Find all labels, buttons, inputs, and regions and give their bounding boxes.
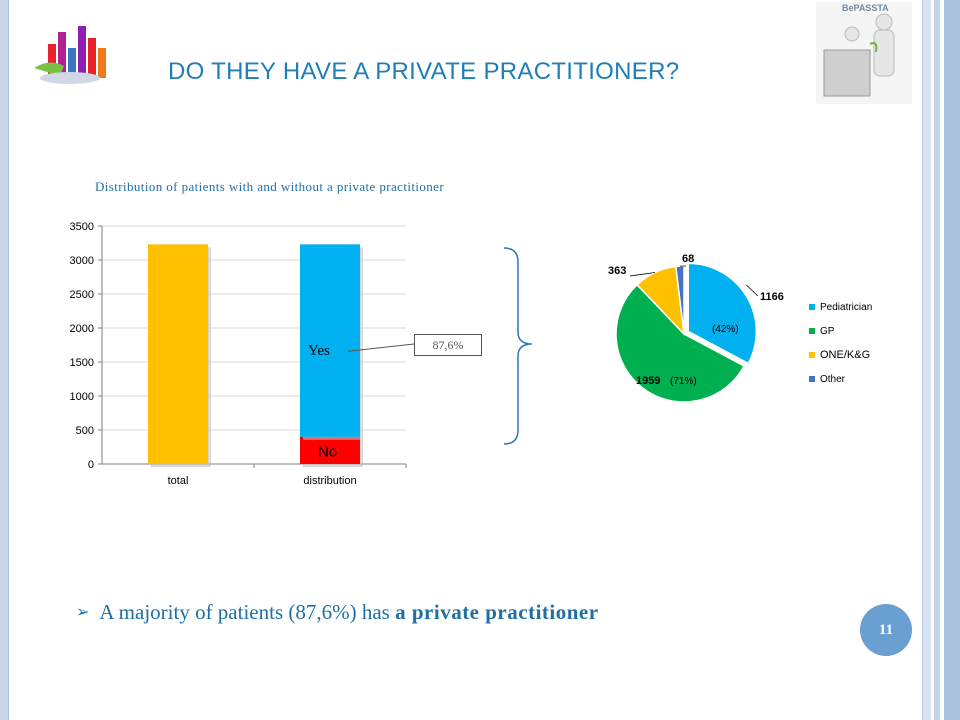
bar-chart: 0 500 1000 1500 2000 2500 3000 3500 total distrib… [70, 221, 415, 487]
bar-chart-caption: Distribution of patients with and withou… [95, 179, 445, 194]
arrow-bullet-icon: ➢ [76, 602, 90, 621]
y-tick-label: 2500 [70, 289, 94, 301]
no-bar [300, 436, 360, 464]
percent-callout: 87,6% [414, 334, 482, 356]
slice-value-label: 1959 [636, 375, 660, 387]
page-number: 11 [860, 604, 912, 656]
pie-slice [615, 283, 746, 403]
logo-text: BePASSTA [842, 3, 889, 13]
slice-percent-label: (71%) [670, 376, 697, 387]
legend-swatch [809, 352, 815, 358]
y-tick-label: 500 [76, 425, 94, 437]
doctor-logo-icon: BePASSTA [816, 2, 912, 104]
no-label: No [318, 443, 337, 460]
yes-bar [300, 244, 360, 437]
key-finding-bullet: ➢ A majority of patients (87,6%) has a pr… [76, 600, 599, 625]
chart-logo-icon [34, 26, 106, 84]
slice-value-label: 68 [682, 253, 694, 265]
bracket-icon [503, 247, 533, 445]
y-tick-label: 2000 [70, 323, 94, 335]
slide-title: DO THEY HAVE A PRIVATE PRACTITIONER? [168, 58, 680, 85]
y-tick-label: 0 [88, 459, 94, 471]
bullet-bold-text: a private practitioner [395, 600, 599, 624]
slice-percent-label: (42%) [712, 324, 739, 335]
y-tick-label: 1000 [70, 391, 94, 403]
legend-swatch [809, 376, 815, 382]
y-tick-label: 1500 [70, 357, 94, 369]
yes-label: Yes [308, 343, 330, 359]
total-bar [148, 244, 208, 464]
slide-frame-right [922, 0, 960, 720]
legend-label: Pediatrician [820, 302, 872, 313]
x-tick-label: distribution [303, 475, 356, 487]
slice-value-label: 1166 [760, 291, 784, 303]
leader-line [629, 272, 656, 277]
slide-frame-left [0, 0, 9, 720]
bullet-text: A majority of patients (87,6%) has [99, 600, 396, 624]
legend-label: ONE/K&G [820, 349, 870, 361]
pie-chart: 1166 (42%) 1959 (71%) 363 68 Pediatrician GP ONE… [608, 253, 872, 403]
callout-leader [347, 343, 415, 352]
leader-line [746, 284, 759, 297]
legend-label: Other [820, 374, 846, 385]
y-tick-label: 3500 [70, 221, 94, 233]
y-tick-label: 3000 [70, 255, 94, 267]
pie-slice [687, 262, 758, 365]
slice-value-label: 363 [608, 265, 626, 277]
x-tick-label: total [168, 475, 189, 487]
legend-swatch [809, 328, 815, 334]
legend-label: GP [820, 326, 835, 337]
legend-swatch [809, 304, 815, 310]
